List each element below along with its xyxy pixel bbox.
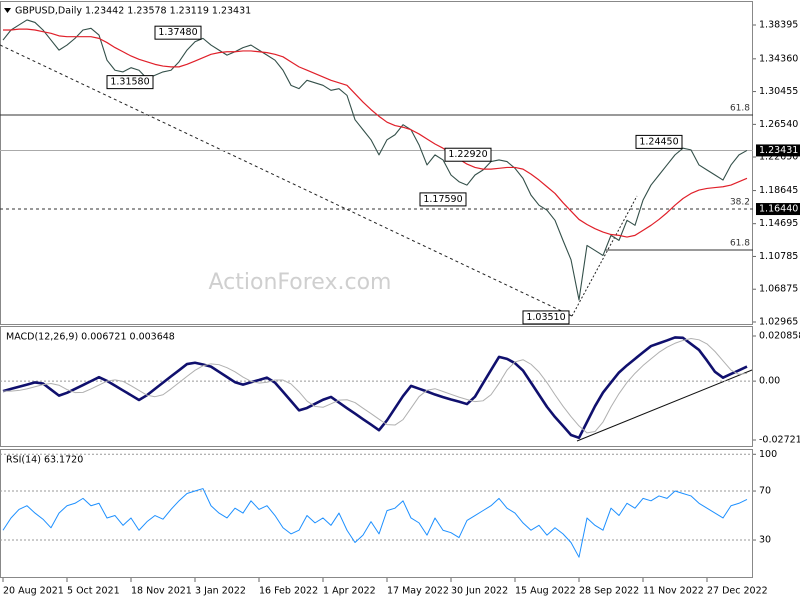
annotation-label: 1.24450 — [639, 136, 678, 147]
macd-panel-frame — [0, 326, 753, 447]
x-tick-label: 1 Apr 2022 — [323, 586, 376, 597]
annotation-label: 1.31580 — [110, 77, 149, 88]
macd-trend-line — [576, 369, 753, 442]
y-tick-label: 1.18645 — [759, 185, 798, 196]
x-tick-label: 15 Aug 2022 — [515, 586, 576, 597]
x-tick-label: 11 Nov 2022 — [643, 586, 704, 597]
annotation-label: 1.22920 — [448, 149, 487, 160]
y-tick-label: 1.02965 — [759, 316, 798, 327]
y-tick-label: 30 — [759, 535, 771, 546]
level-label: 61.8 — [730, 103, 750, 113]
y-tick-label: -0.027213 — [759, 434, 800, 445]
axis-marker-label: 1.16440 — [759, 204, 798, 215]
rsi-panel-frame — [0, 449, 753, 578]
current-price-marker — [756, 144, 800, 157]
series-line — [3, 338, 748, 434]
level-label: 38.2 — [730, 198, 750, 208]
y-tick-label: 0.00 — [759, 376, 780, 387]
x-tick-label: 3 Jan 2022 — [195, 586, 246, 597]
series-line — [2, 19, 748, 301]
series-line — [3, 28, 748, 238]
chart-header: GBPUSD,Daily 1.23442 1.23578 1.23119 1.2… — [15, 6, 251, 17]
x-tick-label: 16 Feb 2022 — [259, 586, 318, 597]
axis-marker — [756, 203, 800, 216]
price-panel-frame — [0, 1, 753, 325]
x-tick-label: 20 Aug 2021 — [3, 586, 64, 597]
x-tick-label: 17 May 2022 — [387, 586, 449, 597]
x-tick-label: 27 Dec 2022 — [707, 586, 768, 597]
y-tick-label: 1.34360 — [759, 53, 798, 64]
x-tick-label: 18 Nov 2021 — [131, 586, 192, 597]
annotation-box — [106, 75, 154, 90]
trend-line — [571, 195, 638, 317]
y-tick-label: 100 — [759, 449, 777, 460]
current-price-label: 1.23431 — [759, 145, 798, 156]
x-tick-label: 28 Sep 2022 — [579, 586, 639, 597]
annotation-box — [522, 310, 570, 325]
annotation-box — [635, 134, 683, 149]
y-tick-label: 1.26540 — [759, 119, 798, 130]
annotation-label: 1.37480 — [158, 27, 197, 38]
y-tick-label: 1.22650 — [759, 151, 798, 162]
macd-title: MACD(12,26,9) 0.006721 0.003648 — [6, 332, 175, 343]
x-tick-label: 5 Oct 2021 — [67, 586, 120, 597]
annotation-label: 1.17590 — [423, 194, 462, 205]
rsi-title: RSI(14) 63.1720 — [6, 455, 83, 466]
y-tick-label: 1.10785 — [759, 251, 798, 262]
watermark: ActionForex.com — [209, 270, 392, 295]
y-tick-label: 0.020858 — [759, 331, 800, 342]
menu-triangle — [4, 8, 11, 13]
annotation-box — [154, 25, 202, 40]
annotation-label: 1.03510 — [526, 312, 565, 323]
series-line — [2, 336, 748, 440]
y-tick-label: 1.06875 — [759, 284, 798, 295]
y-tick-label: 70 — [759, 486, 771, 497]
y-tick-label: 1.30455 — [759, 86, 798, 97]
annotation-box — [419, 192, 467, 207]
x-tick-label: 30 Jun 2022 — [451, 586, 508, 597]
series-line — [2, 488, 748, 558]
level-label: 61.8 — [730, 238, 750, 248]
annotation-box — [444, 147, 492, 162]
y-tick-label: 1.14695 — [759, 218, 798, 229]
y-tick-label: 1.38395 — [759, 20, 798, 31]
